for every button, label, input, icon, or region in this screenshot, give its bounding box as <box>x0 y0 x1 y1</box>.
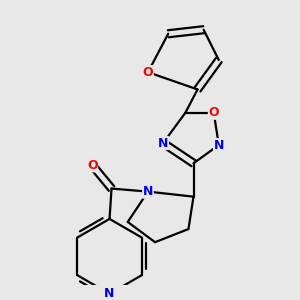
Text: O: O <box>87 159 98 172</box>
Text: N: N <box>143 185 153 198</box>
Text: N: N <box>214 139 224 152</box>
Text: N: N <box>104 287 115 300</box>
Text: N: N <box>158 136 168 149</box>
Text: O: O <box>143 66 153 79</box>
Text: O: O <box>208 106 219 119</box>
